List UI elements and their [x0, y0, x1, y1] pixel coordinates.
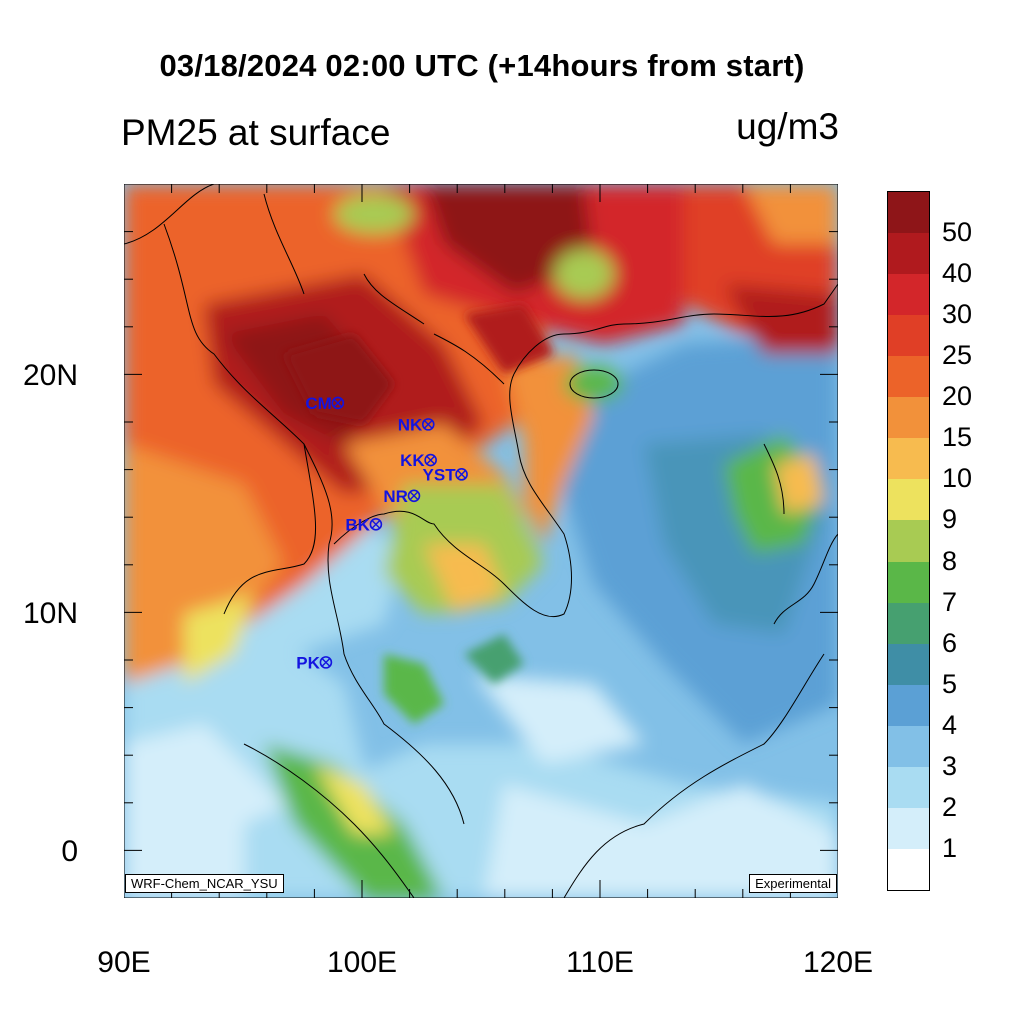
colorbar-box [888, 356, 929, 398]
station-label: KK [400, 451, 425, 470]
station-label: YST [423, 465, 457, 484]
station-nk: NK [398, 415, 435, 434]
colorbar-level-label: 50 [942, 217, 973, 248]
lat-label-10n: 10N [22, 597, 78, 630]
colorbar-box [888, 192, 929, 234]
colorbar-level-label: 25 [942, 340, 973, 371]
station-cross-icon [457, 469, 467, 479]
colorbar-level-label: 10 [942, 463, 973, 494]
lon-label-100e: 100E [326, 946, 398, 979]
station-cross-icon [423, 419, 433, 429]
station-marker-icon [407, 489, 421, 503]
lon-label-90e: 90E [97, 946, 151, 979]
colorbar-box [888, 807, 929, 850]
model-tag: WRF-Chem_NCAR_YSU [125, 874, 284, 893]
colorbar-level-label: 7 [942, 586, 958, 617]
colorbar-level-label: 3 [942, 750, 958, 781]
pm25-field [124, 184, 838, 898]
station-marker-icon [421, 418, 435, 431]
station-marker-icon [319, 656, 333, 669]
station-cross-icon [321, 657, 331, 667]
station-yst: YST [423, 465, 468, 484]
colorbar-box [888, 520, 929, 563]
colorbar-box [888, 848, 929, 891]
colorbar-box [888, 643, 929, 686]
station-marker-icon [455, 468, 468, 481]
station-kk: KK [400, 451, 437, 470]
colorbar-box [888, 602, 929, 645]
colorbar-level-label: 6 [942, 627, 958, 658]
variable-label: PM25 at surface [121, 112, 391, 153]
lat-label-20n: 20N [22, 359, 78, 392]
coastlines [124, 184, 838, 898]
station-nr: NR [383, 487, 421, 506]
station-label: NK [398, 415, 423, 434]
colorbar-level-label: 4 [942, 709, 958, 740]
colorbar [887, 191, 930, 891]
colorbar-box [888, 725, 929, 768]
colorbar-box [888, 315, 929, 357]
status-tag: Experimental [749, 874, 837, 893]
colorbar-level-label: 9 [942, 504, 958, 535]
colorbar-level-label: 40 [942, 258, 973, 289]
station-marker-icon [331, 396, 345, 410]
model-label: WRF-Chem_NCAR_YSU [131, 876, 278, 891]
lon-label-120e: 120E [802, 946, 874, 979]
colorbar-level-label: 30 [942, 299, 973, 330]
colorbar-box [888, 561, 929, 604]
colorbar-level-label: 8 [942, 545, 958, 576]
colorbar-level-label: 2 [942, 791, 958, 822]
colorbar-box [888, 233, 929, 275]
colorbar-level-label: 1 [942, 832, 958, 863]
colorbar-box [888, 397, 929, 439]
colorbar-box [888, 438, 929, 480]
station-cross-icon [333, 398, 343, 408]
status-label: Experimental [755, 876, 831, 891]
colorbar-box [888, 766, 929, 809]
colorbar-level-label: 15 [942, 422, 973, 453]
station-cross-icon [409, 491, 419, 501]
station-cross-icon [371, 519, 381, 529]
station-marker-icon [424, 453, 437, 467]
grid-ticks [124, 184, 838, 898]
colorbar-box [888, 479, 929, 521]
station-pk: PK [296, 653, 333, 672]
station-label: PK [296, 653, 320, 672]
station-label: NR [383, 487, 408, 506]
units-label: ug/m3 [736, 106, 839, 147]
colorbar-level-label: 20 [942, 381, 973, 412]
station-label: CM [305, 394, 331, 413]
map-title: 03/18/2024 02:00 UTC (+14hours from star… [159, 48, 805, 83]
station-cm: CM [305, 394, 345, 413]
colorbar-box [888, 684, 929, 727]
lat-label-0: 0 [61, 835, 78, 868]
lon-label-110e: 110E [566, 946, 634, 979]
station-cross-icon [426, 455, 436, 465]
station-marker-icon [369, 518, 383, 531]
station-label: BK [345, 515, 370, 534]
colorbar-box [888, 274, 929, 316]
colorbar-level-label: 5 [942, 668, 958, 699]
station-bk: BK [345, 515, 383, 534]
